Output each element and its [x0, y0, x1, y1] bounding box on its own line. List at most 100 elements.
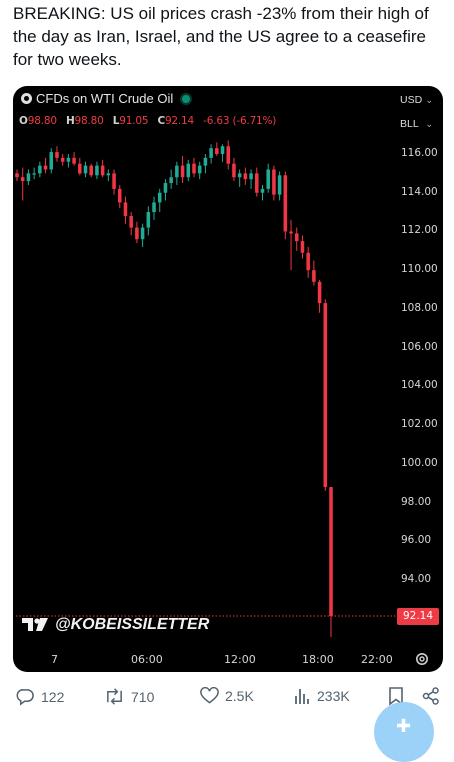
candle — [95, 161, 99, 180]
candle-body — [323, 303, 328, 488]
candle — [203, 154, 208, 174]
y-tick-label: 102.00 — [401, 418, 438, 431]
y-tick-label: 98.00 — [401, 495, 432, 508]
tweet-line: for two weeks. — [13, 50, 122, 69]
chart-title: CFDs on WTI Crude Oil — [36, 91, 174, 106]
currency-label: USD — [400, 94, 423, 106]
tweet-line: BREAKING: US oil prices crash -23% from … — [13, 4, 429, 23]
candle-body — [117, 188, 122, 203]
y-tick-label: 106.00 — [401, 340, 438, 353]
reply-count: 122 — [41, 688, 65, 705]
candle — [317, 279, 322, 313]
symbol-icon — [21, 93, 32, 104]
candle — [140, 223, 145, 247]
candle — [272, 165, 276, 201]
candle-body — [66, 157, 71, 162]
candle-body — [215, 148, 219, 154]
candle-body — [209, 148, 213, 158]
candle-body — [283, 175, 288, 232]
candle-body — [152, 202, 156, 213]
bookmark-button[interactable] — [388, 687, 410, 706]
candle — [192, 157, 196, 178]
tradingview-logo-icon — [22, 618, 48, 631]
close-value: 92.14 — [164, 115, 195, 127]
candle — [283, 171, 288, 240]
candle — [89, 163, 93, 178]
candle — [157, 188, 162, 213]
candle — [249, 169, 253, 189]
candle — [123, 196, 128, 224]
candle-body — [300, 241, 305, 253]
candle — [72, 152, 76, 166]
candle-body — [186, 163, 191, 178]
candle-body — [312, 270, 316, 282]
compose-post-button[interactable]: ✚ — [374, 702, 434, 762]
candle-body — [60, 157, 65, 162]
candle — [226, 140, 231, 170]
tweet-actions: 122 710 2.5K 233K — [0, 684, 454, 712]
repost-button[interactable]: 710 — [104, 687, 154, 706]
candle — [220, 144, 225, 162]
change-value: -6.63 (-6.71%) — [203, 115, 277, 127]
candle-body — [95, 165, 99, 176]
candle-body — [112, 173, 116, 189]
y-tick-label: 116.00 — [401, 147, 438, 159]
reply-button[interactable]: 122 — [16, 687, 64, 706]
candle — [100, 159, 105, 178]
candle-body — [140, 227, 145, 240]
candle — [175, 161, 179, 185]
candle-body — [232, 163, 236, 178]
open-label: O — [19, 115, 28, 127]
candle-body — [55, 152, 59, 158]
currency-dropdown[interactable]: USD ⌄ — [398, 90, 436, 110]
candle-body — [78, 163, 82, 174]
candlestick-plot — [15, 140, 397, 638]
candle-body — [32, 173, 36, 175]
settings-icon[interactable] — [415, 652, 429, 666]
candle-body — [20, 177, 25, 182]
candle — [83, 161, 88, 178]
candle — [146, 206, 151, 236]
candle — [26, 169, 31, 185]
watermark: @KOBEISSILETTER — [22, 616, 209, 634]
unit-dropdown[interactable]: BLL ⌄ — [398, 114, 436, 134]
candle — [60, 154, 65, 166]
candle-body — [203, 157, 208, 166]
like-button[interactable]: 2.5K — [200, 687, 254, 705]
market-status-icon — [182, 94, 191, 103]
low-value: 91.05 — [119, 115, 149, 127]
y-tick-label: 100.00 — [401, 456, 438, 469]
candle — [32, 167, 36, 180]
close-label: C — [157, 115, 165, 127]
share-button[interactable] — [422, 687, 446, 705]
candle-body — [43, 165, 48, 170]
unit-label: BLL — [400, 118, 419, 130]
y-tick-label: 94.00 — [401, 573, 432, 585]
candle-body — [255, 173, 259, 193]
candle-body — [277, 175, 282, 195]
candle — [300, 235, 305, 259]
reply-icon — [16, 689, 34, 706]
candle — [266, 163, 270, 193]
candle-body — [38, 165, 42, 174]
last-price-tag: 92.14 — [397, 607, 439, 625]
x-tick-label: 12:00 — [224, 653, 256, 666]
like-count: 2.5K — [225, 688, 254, 704]
high-label: H — [65, 115, 75, 127]
chart-card[interactable]: CFDs on WTI Crude Oil O98.80 H98.80 L91.… — [13, 86, 443, 672]
ohlc-legend: O98.80 H98.80 L91.05 C92.14 -6.63 (-6.71… — [19, 115, 279, 127]
tweet-line: the day as Iran, Israel, and the US agre… — [13, 27, 426, 46]
candle-body — [294, 233, 299, 242]
candle — [106, 169, 111, 182]
views-button[interactable]: 233K — [294, 687, 350, 705]
candle — [49, 148, 54, 174]
candle-body — [243, 173, 248, 180]
candle-body — [306, 252, 310, 271]
candle-body — [329, 487, 333, 617]
candle-body — [163, 183, 168, 193]
candle-body — [192, 163, 196, 174]
candle-body — [272, 169, 276, 195]
candle-body — [49, 152, 54, 170]
y-tick-label: 112.00 — [401, 224, 438, 237]
candle — [66, 154, 71, 168]
